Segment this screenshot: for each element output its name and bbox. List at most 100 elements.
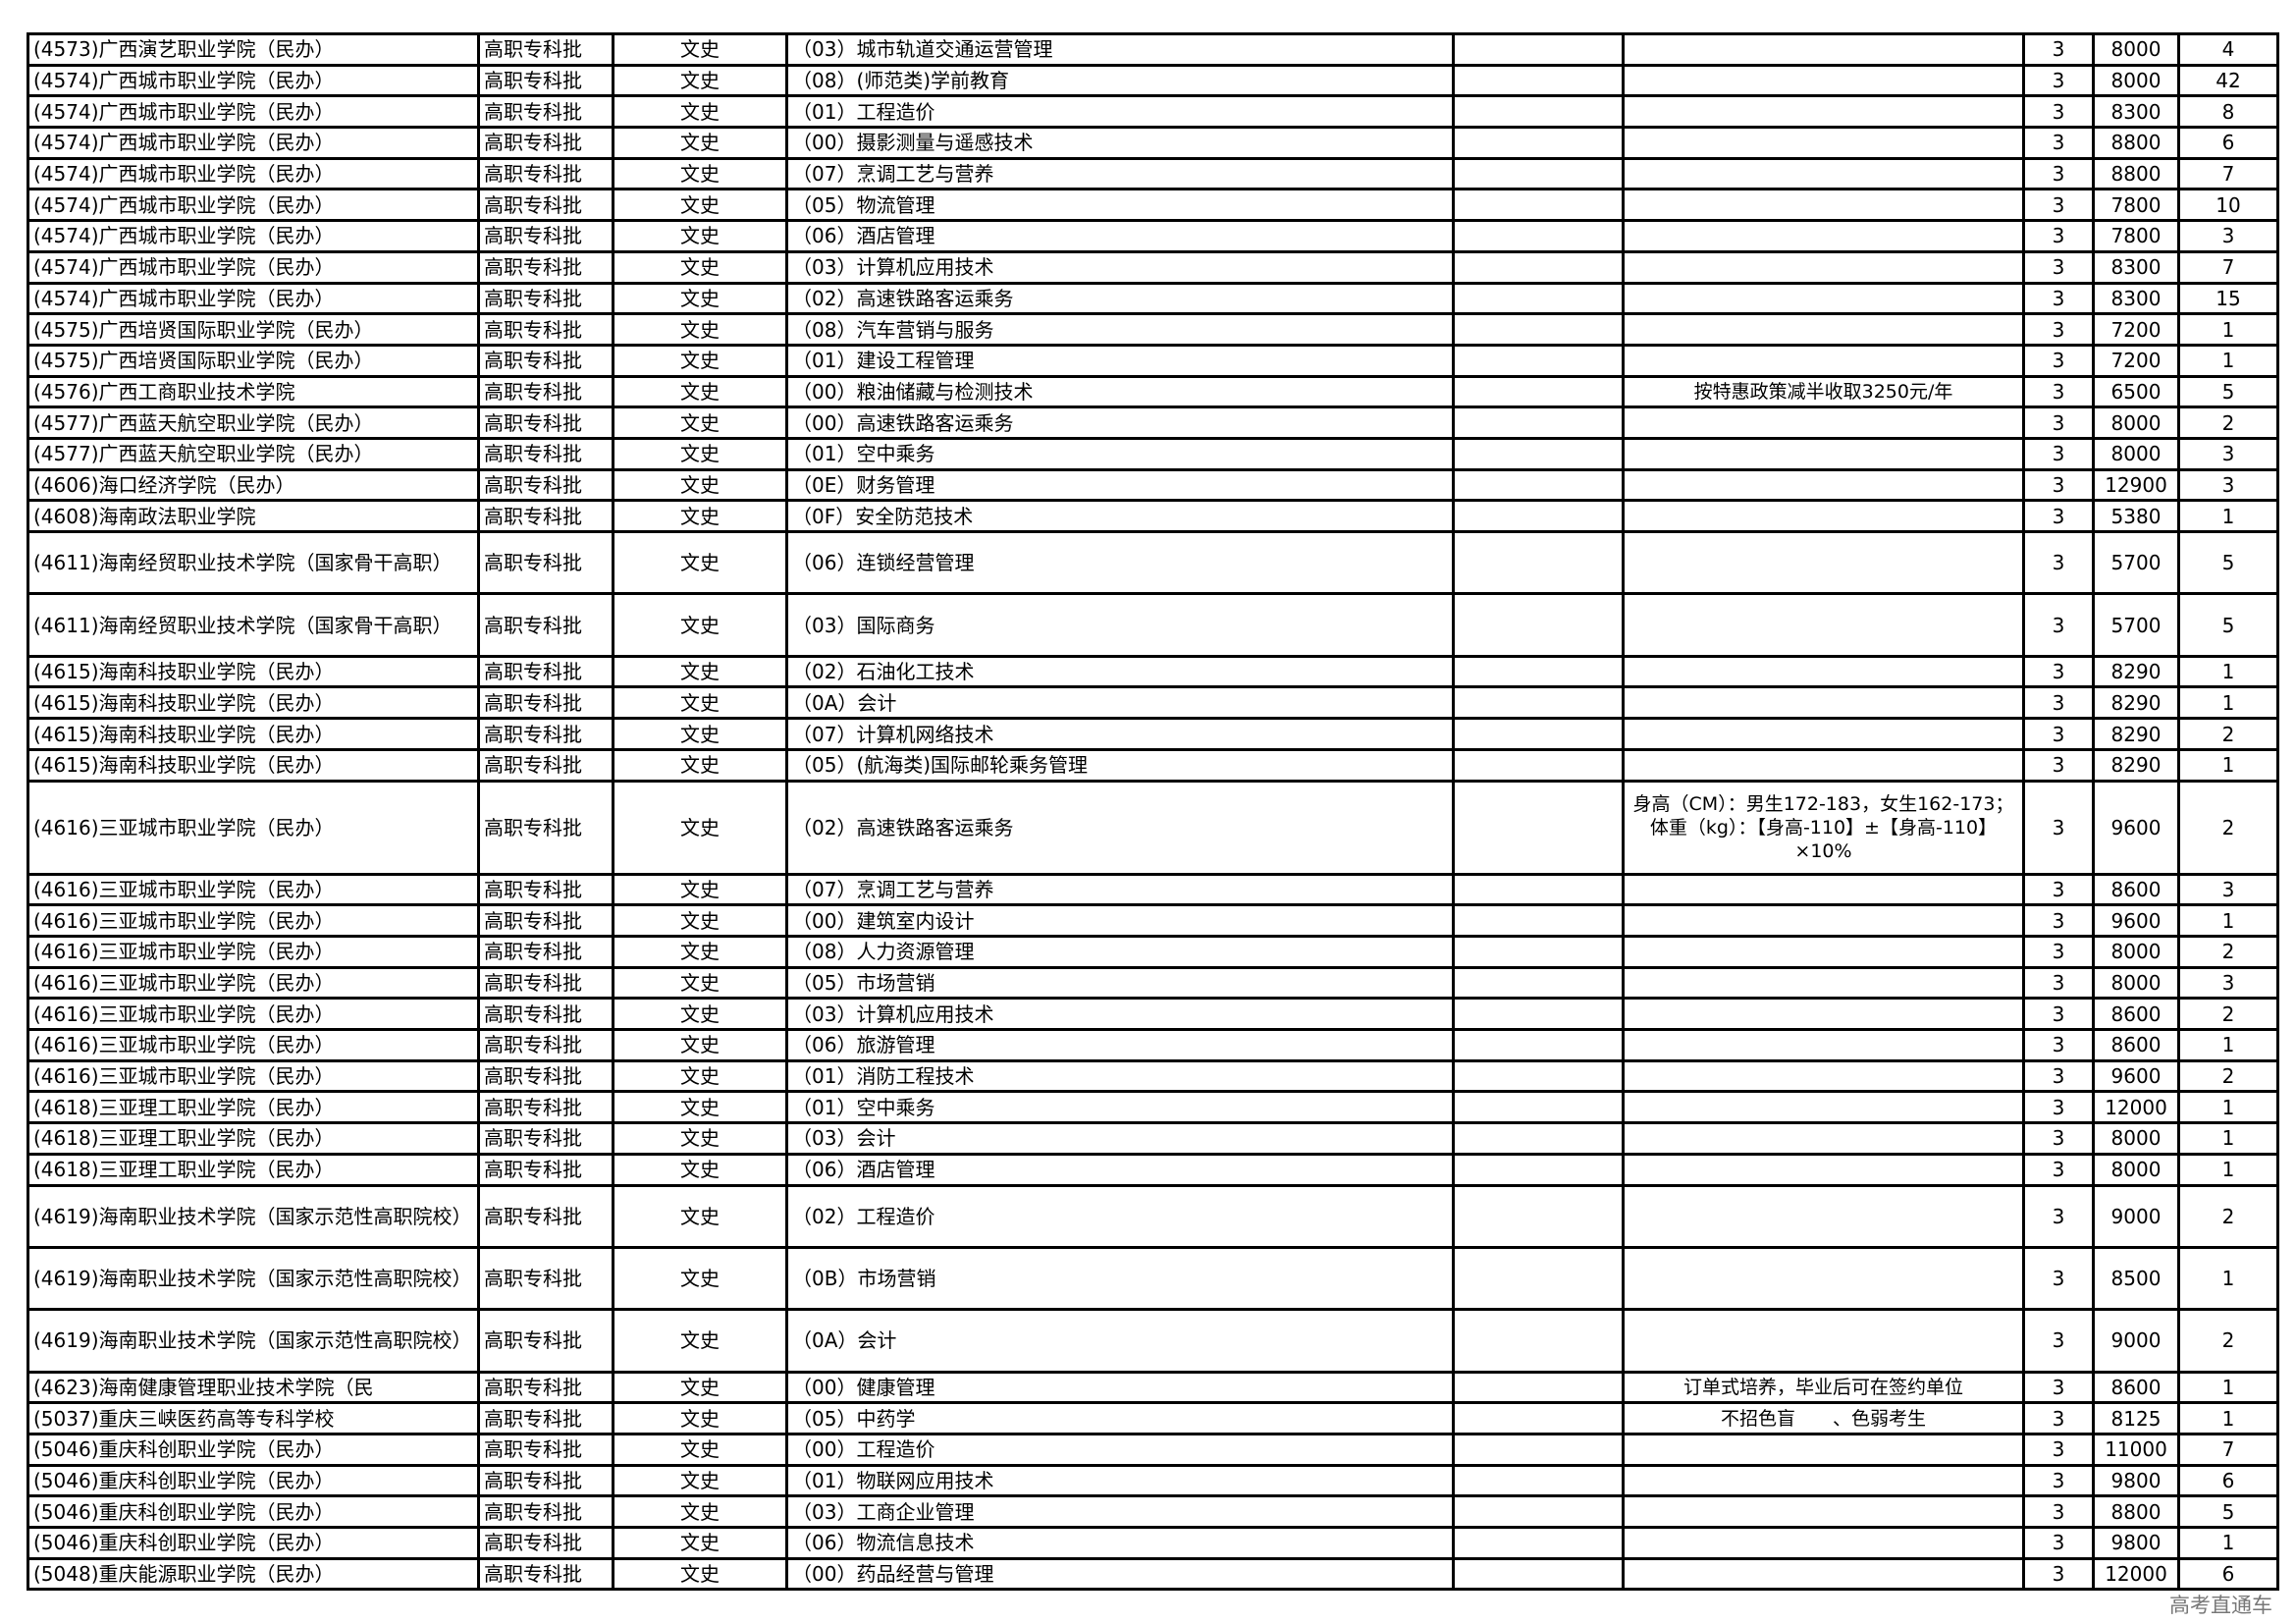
batch-cell: 高职专科批	[477, 126, 614, 160]
quota-cell: 3	[2177, 467, 2279, 503]
subject-cell: 文史	[612, 1121, 788, 1156]
years-cell: 3	[2022, 592, 2095, 658]
quota-cell: 1	[2177, 1526, 2279, 1560]
subject-cell: 文史	[612, 1556, 788, 1592]
quota-cell: 2	[2177, 1308, 2279, 1374]
years-cell: 3	[2022, 685, 2095, 721]
note-cell	[1622, 406, 2025, 440]
school-cell: (5046)重庆科创职业学院（民办）	[27, 1494, 480, 1530]
tuition-cell: 9800	[2092, 1463, 2180, 1498]
note-cell: 订单式培养，毕业后可在签约单位	[1622, 1370, 2025, 1405]
table-row: (4576)广西工商职业技术学院 高职专科批 文史 （00）粮油储藏与检测技术 按特惠政…	[27, 374, 2279, 409]
empty-cell	[1452, 63, 1625, 98]
school-cell: (4616)三亚城市职业学院（民办）	[27, 1058, 480, 1094]
batch-cell: 高职专科批	[477, 935, 614, 969]
table-row: (4618)三亚理工职业学院（民办） 高职专科批 文史 （06）酒店管理 3 8000 1	[27, 1152, 2279, 1187]
years-cell: 3	[2022, 249, 2095, 285]
note-cell	[1622, 312, 2025, 347]
note-cell	[1622, 126, 2025, 160]
empty-cell	[1452, 965, 1625, 1001]
school-cell: (4618)三亚理工职业学院（民办）	[27, 1152, 480, 1187]
batch-cell: 高职专科批	[477, 499, 614, 533]
quota-cell: 42	[2177, 63, 2279, 98]
batch-cell: 高职专科批	[477, 1308, 614, 1374]
tuition-cell: 9000	[2092, 1308, 2180, 1374]
subject-cell: 文史	[612, 1028, 788, 1062]
school-cell: (4619)海南职业技术学院（国家示范性高职院校）	[27, 1308, 480, 1374]
school-cell: (4577)广西蓝天航空职业学院（民办）	[27, 406, 480, 440]
years-cell: 3	[2022, 343, 2095, 378]
subject-cell: 文史	[612, 1433, 788, 1467]
school-cell: (4616)三亚城市职业学院（民办）	[27, 1028, 480, 1062]
major-cell: （00）粮油储藏与检测技术	[785, 374, 1455, 409]
years-cell: 3	[2022, 1494, 2095, 1530]
table-row: (5046)重庆科创职业学院（民办） 高职专科批 文史 （03）工商企业管理 3 8800…	[27, 1494, 2279, 1530]
subject-cell: 文史	[612, 126, 788, 160]
school-cell: (5046)重庆科创职业学院（民办）	[27, 1526, 480, 1560]
note-cell	[1622, 1245, 2025, 1312]
quota-cell: 3	[2177, 872, 2279, 907]
table-row: (5046)重庆科创职业学院（民办） 高职专科批 文史 （06）物流信息技术 3 9800…	[27, 1526, 2279, 1560]
school-cell: (4615)海南科技职业学院（民办）	[27, 747, 480, 783]
years-cell: 3	[2022, 1152, 2095, 1187]
table-row: (4575)广西培贤国际职业学院（民办） 高职专科批 文史 （01）建设工程管理 3 72…	[27, 343, 2279, 378]
years-cell: 3	[2022, 997, 2095, 1032]
empty-cell	[1452, 1121, 1625, 1156]
watermark-text: 高考直通车	[2169, 1594, 2272, 1618]
tuition-cell: 8000	[2092, 63, 2180, 98]
batch-cell: 高职专科批	[477, 374, 614, 409]
empty-cell	[1452, 343, 1625, 378]
school-cell: (4615)海南科技职业学院（民办）	[27, 654, 480, 689]
major-cell: （00）工程造价	[785, 1433, 1455, 1467]
school-cell: (4619)海南职业技术学院（国家示范性高职院校）	[27, 1183, 480, 1249]
empty-cell	[1452, 592, 1625, 658]
batch-cell: 高职专科批	[477, 1556, 614, 1592]
school-cell: (4574)广西城市职业学院（民办）	[27, 63, 480, 98]
note-cell	[1622, 654, 2025, 689]
years-cell: 3	[2022, 374, 2095, 409]
school-cell: (4608)海南政法职业学院	[27, 499, 480, 533]
school-cell: (4619)海南职业技术学院（国家示范性高职院校）	[27, 1245, 480, 1312]
subject-cell: 文史	[612, 903, 788, 938]
quota-cell: 5	[2177, 374, 2279, 409]
note-cell	[1622, 63, 2025, 98]
quota-cell: 6	[2177, 1556, 2279, 1592]
quota-cell: 1	[2177, 343, 2279, 378]
subject-cell: 文史	[612, 1090, 788, 1125]
empty-cell	[1452, 1463, 1625, 1498]
table-row: (4575)广西培贤国际职业学院（民办） 高职专科批 文史 （08）汽车营销与服务 3 7…	[27, 312, 2279, 347]
empty-cell	[1452, 32, 1625, 67]
subject-cell: 文史	[612, 374, 788, 409]
table-row: (4615)海南科技职业学院（民办） 高职专科批 文史 （05）(航海类)国际邮轮乘务…	[27, 747, 2279, 783]
note-cell	[1622, 935, 2025, 969]
tuition-cell: 12000	[2092, 1556, 2180, 1592]
school-cell: (4616)三亚城市职业学院（民办）	[27, 965, 480, 1001]
subject-cell: 文史	[612, 1401, 788, 1436]
subject-cell: 文史	[612, 872, 788, 907]
subject-cell: 文史	[612, 965, 788, 1001]
school-cell: (4574)广西城市职业学院（民办）	[27, 126, 480, 160]
major-cell: （06）酒店管理	[785, 1152, 1455, 1187]
note-cell	[1622, 94, 2025, 130]
note-cell	[1622, 872, 2025, 907]
quota-cell: 8	[2177, 94, 2279, 130]
major-cell: （03）国际商务	[785, 592, 1455, 658]
batch-cell: 高职专科批	[477, 219, 614, 253]
tuition-cell: 8290	[2092, 717, 2180, 751]
batch-cell: 高职专科批	[477, 1121, 614, 1156]
note-cell	[1622, 1556, 2025, 1592]
empty-cell	[1452, 1183, 1625, 1249]
empty-cell	[1452, 903, 1625, 938]
empty-cell	[1452, 219, 1625, 253]
major-cell: （05）(航海类)国际邮轮乘务管理	[785, 747, 1455, 783]
major-cell: （06）旅游管理	[785, 1028, 1455, 1062]
quota-cell: 1	[2177, 654, 2279, 689]
quota-cell: 2	[2177, 779, 2279, 876]
subject-cell: 文史	[612, 1152, 788, 1187]
table-row: (4623)海南健康管理职业技术学院（民 高职专科批 文史 （00）健康管理 订单式培养…	[27, 1370, 2279, 1405]
batch-cell: 高职专科批	[477, 779, 614, 876]
quota-cell: 4	[2177, 32, 2279, 67]
batch-cell: 高职专科批	[477, 1433, 614, 1467]
batch-cell: 高职专科批	[477, 32, 614, 67]
batch-cell: 高职专科批	[477, 965, 614, 1001]
